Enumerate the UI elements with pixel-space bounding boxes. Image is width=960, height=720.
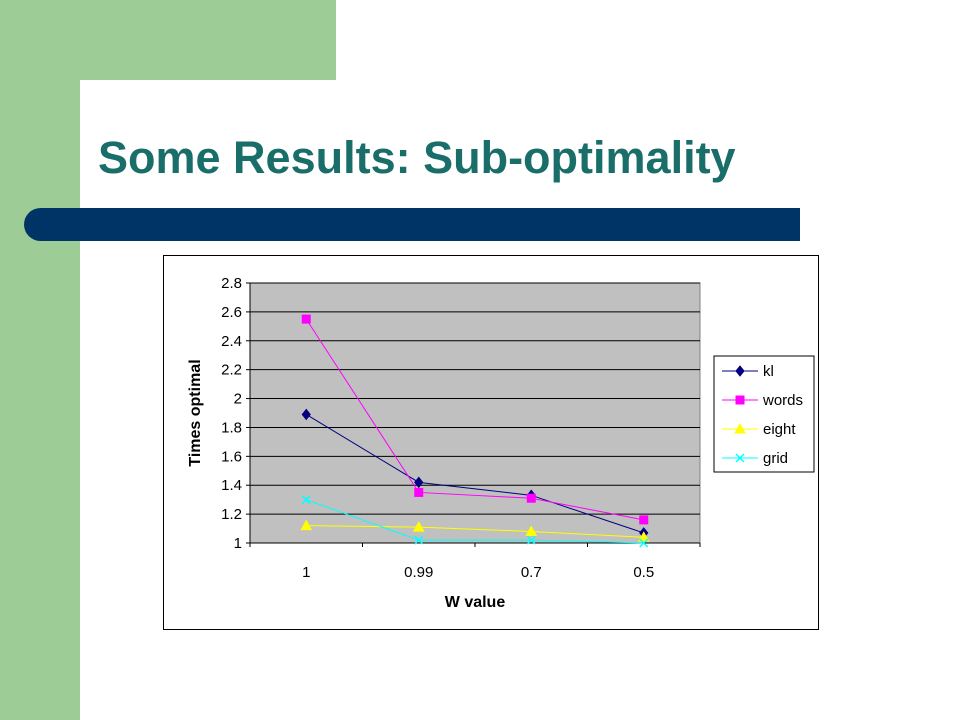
marker-stroke bbox=[414, 535, 424, 545]
data-point-eight bbox=[412, 521, 425, 532]
y-tick-label: 1.2 bbox=[221, 506, 242, 523]
title-underline-bar bbox=[24, 208, 800, 241]
series-line-eight bbox=[306, 525, 644, 538]
data-point-kl bbox=[414, 476, 424, 489]
y-tick-label: 2.8 bbox=[221, 275, 242, 292]
y-tick-label: 1.4 bbox=[221, 477, 242, 494]
chart-frame: 1 1.2 1.4 1.6 1.8 2 2.2 2.4 2.6 2.8 1 0.99 0.7 0.5 W v… bbox=[163, 255, 819, 630]
legend-box bbox=[713, 355, 815, 473]
legend-marker-eight bbox=[734, 422, 746, 434]
data-point-grid bbox=[639, 538, 649, 548]
data-point-words bbox=[414, 487, 424, 497]
plot-area bbox=[249, 282, 701, 544]
legend-marker-grid bbox=[735, 453, 745, 463]
green-left-band bbox=[0, 0, 80, 720]
line-chart: 1 1.2 1.4 1.6 1.8 2 2.2 2.4 2.6 2.8 1 0.99 0.7 0.5 W v… bbox=[187, 275, 815, 611]
legend-label-eight: eight bbox=[763, 421, 796, 438]
legend-marker-kl bbox=[735, 365, 745, 377]
legend-label-kl: kl bbox=[763, 363, 774, 380]
y-tick-label: 1 bbox=[234, 535, 242, 552]
series-line-words bbox=[305, 318, 644, 521]
y-tick-label: 2.6 bbox=[221, 304, 242, 321]
data-point-grid bbox=[526, 535, 536, 545]
marker-stroke bbox=[735, 453, 745, 463]
data-point-grid bbox=[301, 495, 311, 505]
marker-stroke bbox=[639, 538, 649, 548]
data-point-kl bbox=[301, 408, 311, 421]
y-tick-label: 2.4 bbox=[221, 333, 242, 350]
legend-label-words: words bbox=[762, 392, 803, 409]
data-point-words bbox=[526, 493, 536, 503]
legend-label-grid: grid bbox=[763, 450, 788, 467]
data-point-eight bbox=[525, 525, 538, 536]
x-tick-label: 0.7 bbox=[521, 564, 542, 581]
marker-stroke bbox=[301, 495, 311, 505]
y-tick-label: 1.6 bbox=[221, 448, 242, 465]
y-tick-label: 1.8 bbox=[221, 419, 242, 436]
data-point-words bbox=[639, 515, 649, 525]
data-point-words bbox=[301, 314, 311, 324]
data-point-grid bbox=[414, 535, 424, 545]
x-tick-label: 0.5 bbox=[633, 564, 654, 581]
marker-stroke bbox=[526, 535, 536, 545]
series-line-grid bbox=[306, 499, 644, 544]
slide-title: Some Results: Sub-optimality bbox=[98, 132, 736, 183]
x-tick-label: 0.99 bbox=[404, 564, 433, 581]
y-tick-label: 2 bbox=[234, 391, 242, 408]
series-line-kl bbox=[305, 414, 644, 534]
y-axis-title: Times optimal bbox=[187, 359, 204, 466]
data-point-eight bbox=[300, 519, 313, 531]
y-tick-label: 2.2 bbox=[221, 362, 242, 379]
legend-marker-words bbox=[735, 395, 745, 405]
x-tick-label: 1 bbox=[302, 564, 310, 581]
x-axis-title: W value bbox=[445, 594, 506, 611]
data-point-eight bbox=[637, 531, 650, 542]
